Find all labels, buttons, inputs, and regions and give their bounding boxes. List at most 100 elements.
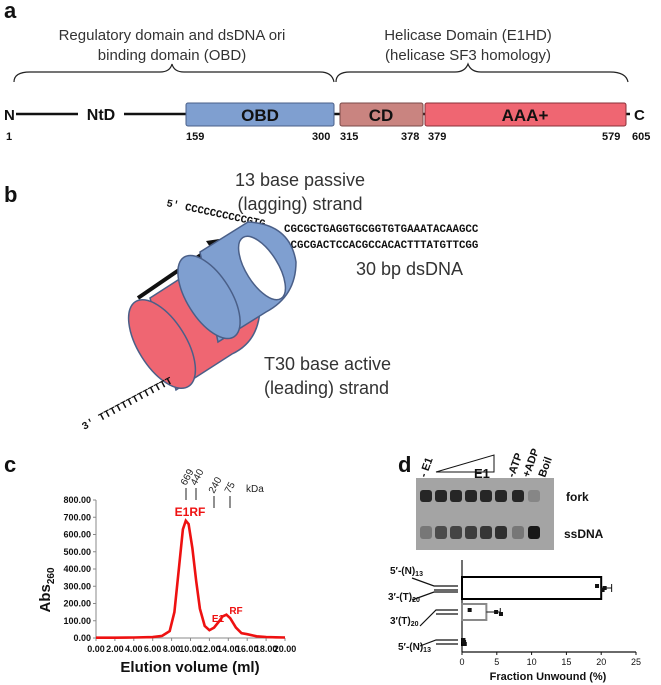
marker-75: 75 bbox=[223, 480, 238, 495]
elution-xtick-label: 2.00 bbox=[106, 644, 124, 654]
gel-fork-band bbox=[495, 490, 507, 502]
substrate-1-bottom-sub: 20 bbox=[412, 597, 420, 604]
unwound-bar bbox=[461, 603, 488, 621]
e1-blue-ring bbox=[177, 221, 297, 344]
elution-trace bbox=[96, 518, 286, 639]
substrate-3-label: 5′-(N)13 bbox=[398, 642, 431, 654]
elution-ylabel: Abs260 bbox=[37, 567, 57, 612]
regulatory-header-line1: Regulatory domain and dsDNA ori bbox=[59, 27, 286, 44]
band-ssdna-label: ssDNA bbox=[564, 527, 604, 541]
obd-label: OBD bbox=[241, 106, 279, 125]
elution-ytick-label: 800.00 bbox=[63, 495, 91, 505]
gel-ssdna-band bbox=[450, 526, 462, 539]
unwound-xtick-label: 5 bbox=[494, 657, 499, 667]
elution-xtick-label: 12.00 bbox=[198, 644, 221, 654]
elution-xtick-label: 10.00 bbox=[179, 644, 202, 654]
c-terminus: C bbox=[634, 107, 645, 124]
gel-ssdna-band bbox=[495, 526, 507, 539]
substrate-3-base: 5′-(N) bbox=[398, 642, 423, 653]
cd-label: CD bbox=[369, 106, 394, 125]
gel-ssdna-band bbox=[465, 526, 477, 539]
elution-xtick-label: 20.00 bbox=[274, 644, 297, 654]
elution-xlabel: Elution volume (ml) bbox=[120, 659, 259, 676]
unwound-replicate-point bbox=[600, 588, 605, 592]
elution-xtick-label: 18.00 bbox=[255, 644, 278, 654]
unwound-replicate-point bbox=[462, 642, 467, 646]
substrate-2-strand-a bbox=[419, 609, 458, 627]
elution-ylabel-base: Abs bbox=[37, 584, 54, 612]
elution-ytick-label: 300.00 bbox=[63, 581, 91, 591]
elution-ytick-label: 500.00 bbox=[63, 547, 91, 557]
lane-boil: Boil bbox=[537, 455, 555, 479]
obd-domain bbox=[185, 102, 335, 127]
fraction-unwound-chart: 0 5 10 15 20 25 bbox=[459, 560, 641, 667]
gel-fork-band bbox=[512, 490, 524, 502]
unwound-bar bbox=[461, 576, 603, 600]
gel-ssdna-band bbox=[512, 526, 524, 539]
elution-ytick-label: 100.00 bbox=[63, 616, 91, 626]
unwound-replicate-point bbox=[494, 610, 499, 614]
unwound-xtick-label: 20 bbox=[596, 657, 606, 667]
substrate-1-top-sub: 13 bbox=[415, 571, 423, 578]
substrate-2-label: 3′(T)20 bbox=[390, 616, 419, 628]
gel-ssdna-band bbox=[420, 526, 432, 539]
elution-ytick-label: 400.00 bbox=[63, 564, 91, 574]
panel-c-letter: c bbox=[4, 452, 16, 477]
panel-b-letter: b bbox=[4, 182, 17, 207]
gel-fork-band bbox=[480, 490, 492, 502]
elution-ytick-label: 700.00 bbox=[63, 512, 91, 522]
helicase-header-line1: Helicase Domain (E1HD) bbox=[384, 27, 552, 44]
gel-fork-band bbox=[450, 490, 462, 502]
residue-579: 579 bbox=[602, 131, 620, 143]
elution-ytick-label: 600.00 bbox=[63, 530, 91, 540]
band-fork-label: fork bbox=[566, 490, 589, 504]
elution-ylabel-sub: 260 bbox=[46, 567, 57, 584]
dsdna-label: 30 bp dsDNA bbox=[356, 259, 463, 279]
active-strand-line2: (leading) strand bbox=[264, 378, 389, 398]
substrate-1-strand-a bbox=[411, 577, 458, 587]
unwound-xlabel: Fraction Unwound (%) bbox=[490, 671, 607, 683]
helicase-brace bbox=[335, 62, 629, 83]
regulatory-brace bbox=[13, 63, 335, 83]
residue-1: 1 bbox=[6, 131, 12, 143]
substrate-1-bottom-base: 3′-(T) bbox=[388, 592, 412, 603]
lane-e1: E1 bbox=[474, 466, 490, 481]
peak-e1-label: E1 bbox=[212, 614, 225, 625]
gel-fork-band bbox=[465, 490, 477, 502]
gel-ssdna-band bbox=[528, 526, 540, 539]
unwound-xtick-label: 25 bbox=[631, 657, 641, 667]
elution-xtick-label: 6.00 bbox=[144, 644, 162, 654]
gel-ssdna-band bbox=[480, 526, 492, 539]
peak-e1rf-label: E1RF bbox=[175, 505, 206, 519]
substrate-2-sub: 20 bbox=[411, 621, 419, 628]
leading-strand-seq: 3′ TTTTTTTTTTTTT bbox=[80, 376, 175, 434]
aaa-domain bbox=[424, 102, 627, 127]
marker-unit: kDa bbox=[246, 484, 264, 495]
unwound-xtick-label: 15 bbox=[561, 657, 571, 667]
gel-image bbox=[416, 478, 554, 550]
active-strand-line1: T30 base active bbox=[264, 354, 391, 374]
substrate-1-top-base: 5′-(N) bbox=[390, 566, 415, 577]
passive-strand-line1: 13 base passive bbox=[235, 170, 365, 190]
substrate-2-base: 3′(T) bbox=[390, 616, 411, 627]
residue-300: 300 bbox=[312, 131, 330, 143]
peak-rf-label: RF bbox=[229, 606, 242, 617]
residue-605: 605 bbox=[632, 131, 650, 143]
marker-240: 240 bbox=[207, 475, 225, 495]
elution-ytick-label: 0.00 bbox=[73, 633, 91, 643]
elution-xtick-label: 16.00 bbox=[236, 644, 259, 654]
elution-chart: 0.00 100.00 200.00 300.00 400.00 500.00 600.00… bbox=[63, 495, 296, 654]
lane-no-e1: - E1 bbox=[418, 456, 436, 479]
elution-xtick-label: 0.00 bbox=[87, 644, 105, 654]
ntd-label: NtD bbox=[87, 107, 115, 124]
regulatory-header-line2: binding domain (OBD) bbox=[98, 47, 246, 64]
residue-315: 315 bbox=[340, 131, 358, 143]
substrate-1-strand-c bbox=[411, 591, 458, 601]
unwound-replicate-point bbox=[498, 612, 503, 616]
gel-fork-band bbox=[420, 490, 432, 502]
residue-378: 378 bbox=[401, 131, 419, 143]
ntd-label-bg bbox=[78, 104, 124, 124]
unwound-replicate-point bbox=[595, 584, 600, 588]
dsdna-top-seq: CGCGCTGAGGTGCGGTGTGAAATACAAGCC bbox=[284, 224, 479, 236]
